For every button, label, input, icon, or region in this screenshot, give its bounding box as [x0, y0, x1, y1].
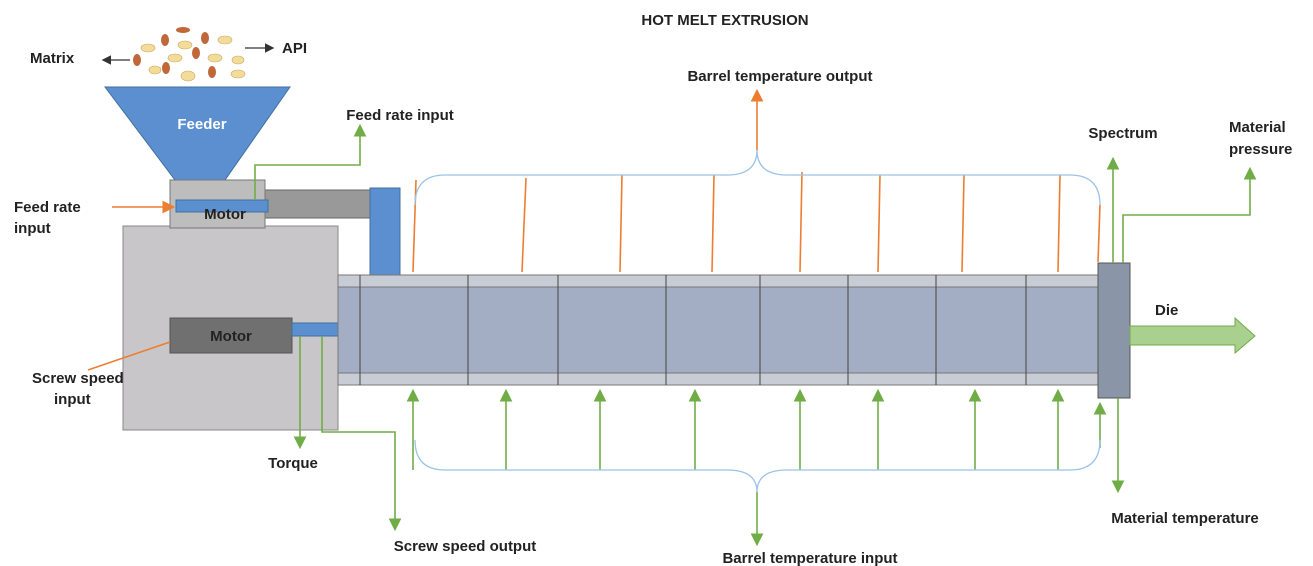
label-line: Feed rate	[14, 199, 81, 216]
barrel-core	[337, 286, 1101, 374]
shaft	[175, 199, 269, 213]
label-line: input	[14, 220, 51, 237]
label: Feeder	[177, 116, 226, 133]
label: Feed rate input	[14, 199, 81, 237]
barrel-segments	[359, 275, 1027, 385]
arrow	[321, 336, 402, 532]
label: Matrix	[30, 50, 75, 67]
arrow	[254, 123, 367, 200]
label: Feed rate input	[346, 107, 454, 124]
die-block	[1097, 262, 1131, 399]
label: Spectrum	[1088, 125, 1157, 142]
label: Motor	[204, 206, 246, 223]
label: Material temperature	[1111, 510, 1259, 527]
label-line: input	[54, 391, 91, 408]
label: Die	[1155, 302, 1178, 319]
label-line: Material	[1229, 119, 1286, 136]
arrow	[1122, 166, 1257, 263]
label: API	[282, 40, 307, 57]
particles	[133, 27, 246, 82]
heater-inputs	[406, 388, 1107, 470]
temperature-sensors	[412, 171, 1101, 273]
brace	[414, 149, 1101, 206]
pipe	[264, 189, 371, 219]
arrow	[87, 341, 171, 371]
label-line: Screw speed	[32, 370, 124, 387]
label-line: pressure	[1229, 141, 1292, 158]
label: Screw speed input	[32, 370, 124, 408]
brace	[414, 439, 1101, 493]
screw-motor	[169, 317, 293, 354]
label: Barrel temperature input	[722, 550, 897, 566]
feeder	[103, 86, 291, 181]
pipe	[369, 187, 401, 276]
label: Torque	[268, 455, 318, 472]
label: Material pressure	[1229, 119, 1292, 158]
label: Screw speed output	[394, 538, 537, 555]
shaft	[291, 322, 339, 337]
die-arrow	[1129, 316, 1256, 355]
label: Barrel temperature output	[687, 68, 872, 85]
label: Motor	[210, 328, 252, 345]
title: HOT MELT EXTRUSION	[641, 12, 808, 29]
